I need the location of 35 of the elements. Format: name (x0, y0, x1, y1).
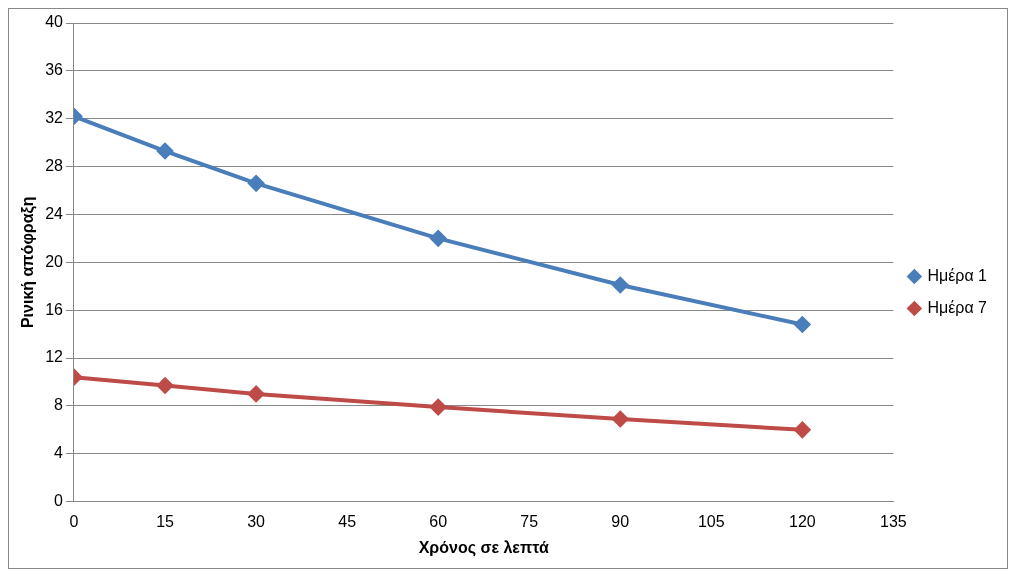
x-tick-label: 75 (520, 512, 539, 530)
y-tick-label: 32 (45, 109, 64, 127)
y-tick-label: 24 (45, 204, 64, 222)
y-tick-label: 28 (45, 156, 64, 174)
x-axis-title: Χρόνος σε λεπτά (418, 538, 549, 557)
point (157, 377, 174, 394)
y-tick-label: 20 (45, 252, 64, 270)
y-tick-label: 12 (45, 348, 64, 366)
y-tick-label: 4 (54, 444, 64, 462)
y-tick-label: 0 (54, 492, 64, 510)
point (430, 399, 447, 416)
x-tick-label: 120 (789, 512, 816, 530)
y-tick-label: 16 (45, 300, 64, 318)
x-tick-label: 30 (247, 512, 266, 530)
point (794, 316, 811, 333)
legend-label: Ημέρα 1 (927, 266, 988, 284)
point (430, 230, 447, 247)
y-tick-label: 36 (45, 61, 64, 79)
point (612, 411, 629, 428)
point (794, 421, 811, 438)
x-tick-label: 45 (338, 512, 357, 530)
y-tick-label: 40 (45, 13, 64, 31)
x-tick-label: 105 (697, 512, 725, 530)
x-tick-label: 15 (156, 512, 175, 530)
x-tick-label: 0 (69, 512, 79, 530)
x-tick-label: 90 (611, 512, 630, 530)
point (157, 143, 174, 160)
x-tick-label: 135 (880, 512, 907, 530)
y-tick-label: 8 (54, 396, 64, 414)
x-tick-label: 60 (429, 512, 448, 530)
point (248, 175, 265, 192)
legend-label: Ημέρα 7 (927, 298, 988, 316)
point (248, 385, 265, 402)
point (612, 277, 629, 294)
y-axis-title: Ρινική απόφραξη (19, 196, 38, 329)
